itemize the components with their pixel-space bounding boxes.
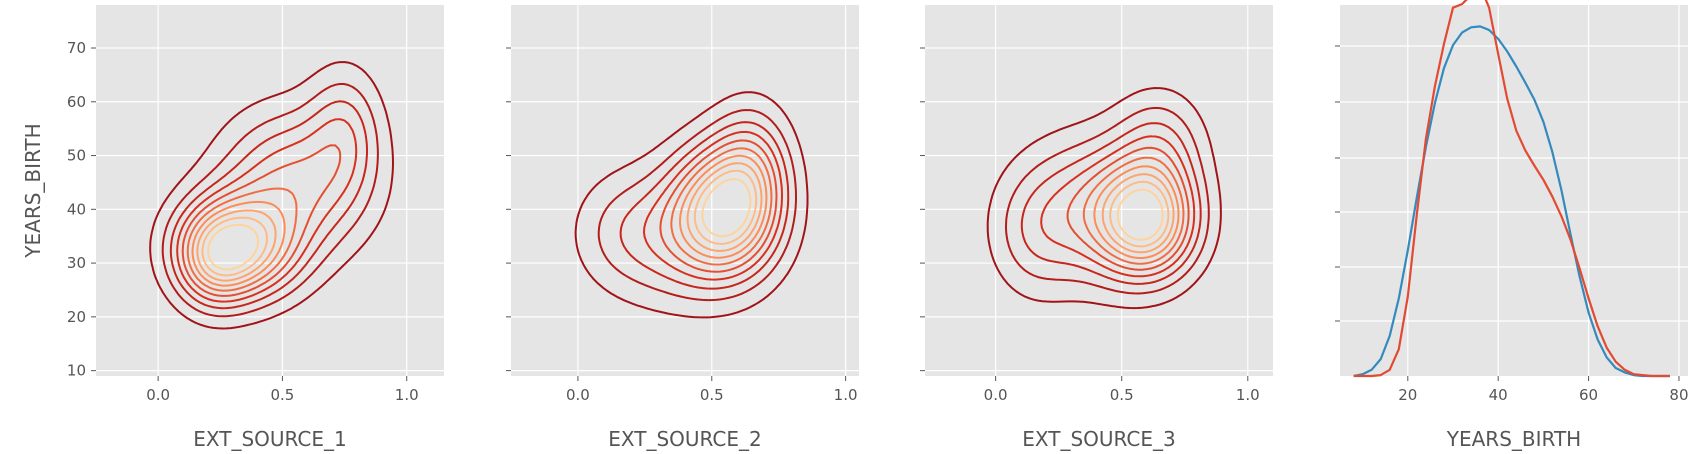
x-axis-label: YEARS_BIRTH: [1446, 427, 1581, 451]
plot-area: [96, 5, 444, 376]
density-contour: [643, 130, 783, 281]
density-line: [1353, 0, 1670, 378]
panel-ext-source-2: 0.0 0.5 1.0 EXT_SOURCE_2: [506, 5, 859, 451]
density-contour: [1116, 188, 1164, 241]
density-contour: [161, 83, 379, 318]
x-tick-label: 1.0: [395, 386, 419, 404]
density-contour: [986, 87, 1222, 310]
x-tick-label: 0.0: [984, 386, 1008, 404]
density-line: [1353, 25, 1670, 378]
density-contour: [1101, 173, 1175, 254]
density-contour: [670, 147, 773, 266]
panel-ext-source-1: 0.0 0.5 1.0 10 20 30 40 50 60 70 EXT_SOURCE_1 YEARS…: [21, 5, 444, 451]
y-tick-label: 20: [67, 308, 86, 326]
y-tick-label: 50: [67, 147, 86, 165]
x-tick-label: 80: [1669, 386, 1688, 404]
density-contour: [693, 169, 758, 245]
density-contour: [181, 144, 342, 297]
x-axis-label: EXT_SOURCE_3: [1022, 427, 1176, 451]
panel-ext-source-3: 0.0 0.5 1.0 EXT_SOURCE_3: [920, 5, 1273, 451]
panel-years-birth-density: 20 40 60 80 YEARS_BIRTH: [1335, 0, 1689, 451]
density-contour: [1066, 146, 1190, 271]
x-tick-label: 20: [1398, 386, 1417, 404]
y-tick-label: 40: [67, 200, 86, 218]
density-contour: [1040, 135, 1196, 278]
plot-area: [1340, 5, 1688, 376]
density-contour: [191, 200, 286, 287]
x-tick-label: 0.0: [146, 386, 170, 404]
density-contour: [169, 100, 368, 310]
y-tick-label: 30: [67, 254, 86, 272]
x-axis-label: EXT_SOURCE_1: [193, 427, 347, 451]
x-tick-label: 0.5: [270, 386, 294, 404]
density-contour: [196, 209, 277, 282]
y-tick-label: 10: [67, 362, 86, 380]
density-contour: [201, 216, 268, 277]
density-contour: [1082, 156, 1185, 265]
y-tick-label: 60: [67, 93, 86, 111]
plot-area: [925, 5, 1273, 376]
x-tick-label: 0.5: [700, 386, 724, 404]
density-contour: [149, 61, 394, 330]
x-tick-label: 60: [1579, 386, 1598, 404]
y-tick-label: 70: [67, 39, 86, 57]
x-tick-label: 0.5: [1110, 386, 1134, 404]
x-tick-label: 40: [1489, 386, 1508, 404]
density-contour: [574, 91, 809, 319]
y-axis-label: YEARS_BIRTH: [21, 123, 45, 258]
x-axis-label: EXT_SOURCE_2: [608, 427, 762, 451]
density-contour: [1020, 122, 1202, 285]
density-contour: [659, 139, 778, 273]
plot-area: [511, 5, 859, 376]
density-contour: [207, 223, 260, 271]
density-contour: [1093, 165, 1180, 259]
x-tick-label: 1.0: [1236, 386, 1260, 404]
density-contour: [619, 121, 790, 290]
density-contour: [679, 154, 768, 259]
density-contour: [1109, 180, 1170, 248]
density-contour: [597, 109, 797, 302]
x-tick-label: 1.0: [834, 386, 858, 404]
density-contour: [186, 187, 298, 292]
density-contour: [701, 178, 752, 238]
density-contour: [176, 118, 358, 303]
x-tick-label: 0.0: [566, 386, 590, 404]
density-contour: [686, 162, 763, 252]
density-contour: [1005, 106, 1210, 295]
